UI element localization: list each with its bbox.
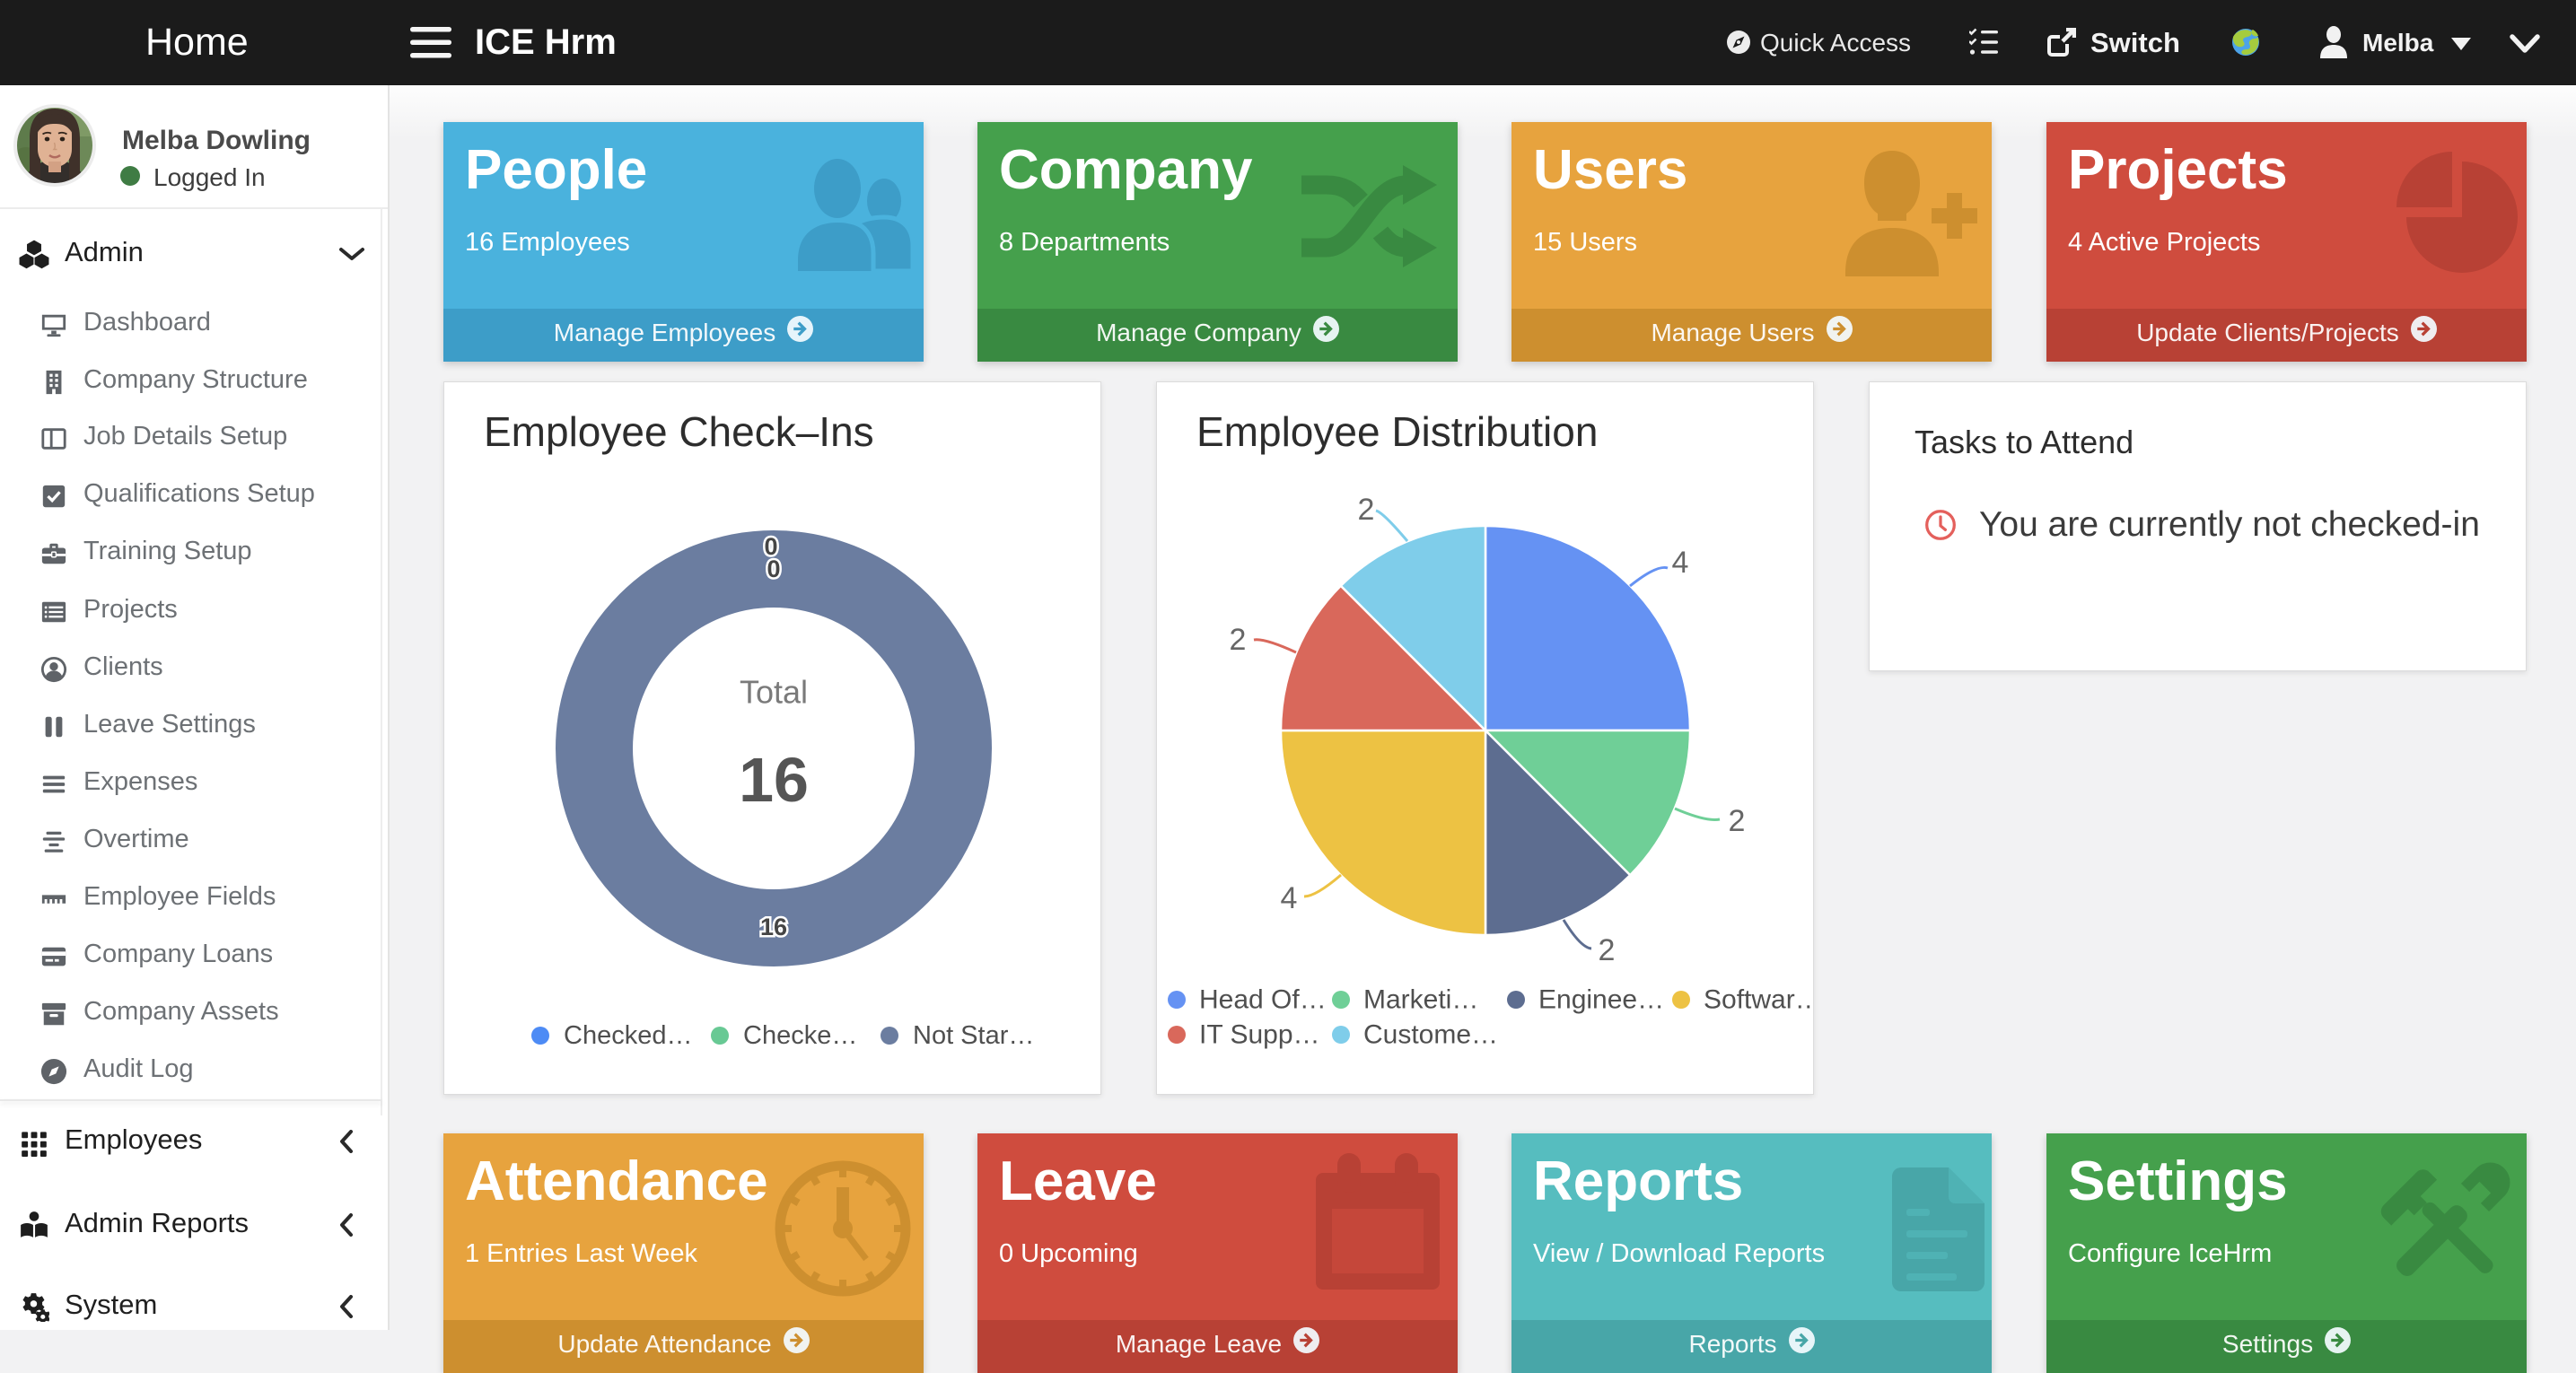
svg-text:Softwar…: Softwar… <box>1704 985 1815 1015</box>
svg-text:2: 2 <box>1230 623 1247 657</box>
svg-text:2: 2 <box>1729 804 1746 838</box>
svg-text:Custome…: Custome… <box>1363 1020 1498 1050</box>
svg-text:Checke…: Checke… <box>743 1021 857 1050</box>
svg-text:Total: Total <box>740 674 808 711</box>
svg-text:Checked…: Checked… <box>564 1021 692 1050</box>
svg-text:0: 0 <box>767 555 780 582</box>
svg-text:4: 4 <box>1672 546 1689 580</box>
svg-text:Enginee…: Enginee… <box>1538 985 1664 1015</box>
svg-text:Marketi…: Marketi… <box>1363 985 1478 1015</box>
svg-text:2: 2 <box>1599 933 1616 967</box>
svg-text:Head Of…: Head Of… <box>1199 985 1327 1015</box>
svg-text:4: 4 <box>1281 881 1298 915</box>
svg-text:16: 16 <box>739 745 809 815</box>
svg-text:0: 0 <box>764 533 777 560</box>
svg-text:16: 16 <box>760 914 787 940</box>
svg-text:2: 2 <box>1358 493 1375 527</box>
svg-text:IT Supp…: IT Supp… <box>1199 1020 1320 1050</box>
svg-text:Not Star…: Not Star… <box>913 1021 1034 1050</box>
